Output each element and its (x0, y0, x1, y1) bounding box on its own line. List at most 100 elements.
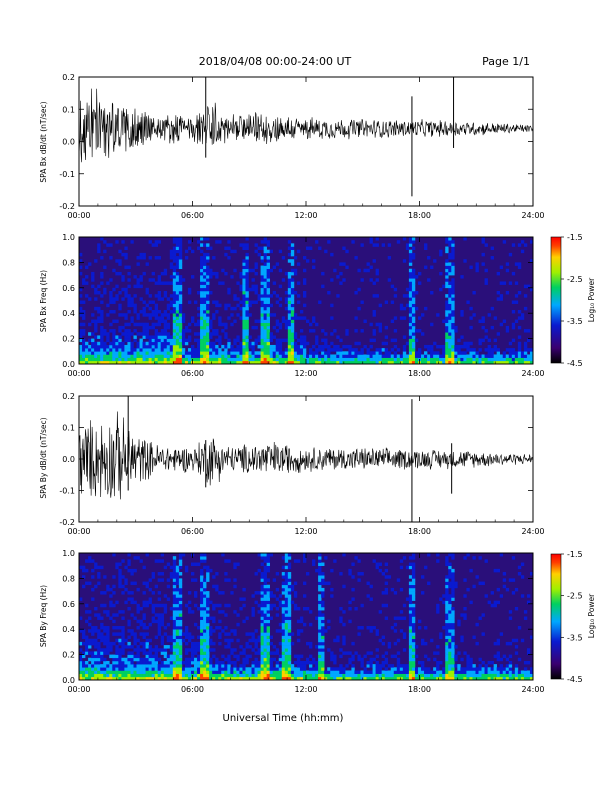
spectrogram-cell (327, 673, 331, 678)
spectrogram-cell (366, 360, 370, 365)
spectrogram-cell (263, 553, 267, 557)
spectrogram-cell (254, 600, 258, 605)
spectrogram-cell (369, 278, 373, 282)
spectrogram-cell (324, 556, 328, 560)
spectrogram-cell (411, 648, 416, 652)
spectrogram-cell (302, 553, 307, 557)
spectrogram-cell (133, 654, 137, 659)
spectrogram-cell (127, 294, 131, 298)
spectrogram-cell (375, 664, 379, 668)
spectrogram-cell (463, 344, 467, 349)
spectrogram-cell (175, 610, 180, 614)
spectrogram-cell (478, 616, 482, 620)
spectrogram-cell (103, 648, 107, 652)
spectrogram-cell (169, 645, 174, 649)
spectrogram-cell (493, 344, 497, 349)
spectrogram-cell (94, 629, 98, 633)
spectrogram-cell (115, 348, 119, 352)
spectrogram-cell (115, 351, 119, 355)
spectrogram-cell (333, 670, 337, 674)
spectrogram-cell (94, 676, 98, 681)
spectrogram-cell (296, 281, 301, 285)
spectrogram-cell (178, 572, 183, 576)
spectrogram-cell (175, 581, 180, 586)
spectrogram-cell (436, 313, 440, 317)
spectrogram-cell (454, 676, 458, 681)
spectrogram-cell (215, 240, 219, 244)
spectrogram-cell (242, 664, 246, 668)
spectrogram-cell (197, 626, 201, 630)
spectrogram-cell (508, 357, 513, 362)
spectrogram-cell (227, 603, 231, 608)
spectrogram-cell (348, 360, 352, 365)
spectrogram-cell (187, 610, 192, 614)
spectrogram-cell (136, 256, 140, 260)
xtick-label: 00:00 (67, 527, 90, 536)
colorbar-ticks-bx: -1.5-2.5-3.5-4.5 (561, 233, 583, 368)
spectrogram-cell (448, 300, 452, 304)
spectrogram-cell (351, 587, 355, 592)
spectrogram-cell (178, 243, 183, 247)
spectrogram-cell (157, 275, 162, 279)
spectrogram-cell (200, 344, 204, 349)
spectrogram-cell (272, 651, 277, 655)
spectrogram-cell (351, 667, 355, 671)
spectrogram-cell (163, 594, 168, 598)
spectrogram-cell (290, 297, 295, 301)
spectrogram-cell (106, 354, 110, 358)
spectrogram-cell (263, 667, 267, 671)
spectrogram-cell (200, 348, 204, 352)
spectrogram-cell (318, 654, 322, 659)
spectrogram-cell (175, 638, 180, 643)
spectrogram-cell (260, 322, 264, 327)
spectrogram-cell (484, 268, 488, 273)
spectrogram-cell (372, 360, 376, 365)
spectrogram-cell (384, 581, 389, 586)
spectrogram-cell (448, 600, 452, 605)
spectrogram-cell (242, 332, 246, 336)
spectrogram-cell (378, 670, 382, 674)
spectrogram-cell (121, 341, 125, 346)
spectrogram-cell (321, 587, 325, 592)
spectrogram-cell (212, 360, 216, 365)
spectrogram-cell (200, 341, 204, 346)
spectrogram-cell (133, 306, 137, 311)
spectrogram-cell (139, 344, 143, 349)
spectrogram-cell (354, 351, 358, 355)
spectrogram-cell (372, 310, 376, 314)
spectrogram-cell (290, 252, 295, 257)
spectrogram-cell (82, 338, 86, 343)
spectrogram-cell (239, 351, 243, 355)
spectrogram-cell (79, 654, 83, 659)
spectrogram-cell (127, 568, 131, 573)
spectrogram-cell (233, 667, 237, 671)
spectrogram-cell (517, 673, 522, 678)
spectrogram-cell (484, 670, 488, 674)
colorbar-tick-label: -3.5 (567, 633, 583, 642)
spectrogram-cell (130, 300, 134, 304)
spectrogram-cell (318, 344, 322, 349)
spectrogram-cell (160, 316, 165, 320)
spectrogram-cell (393, 622, 398, 627)
spectrogram-cell (451, 553, 455, 557)
spectrogram-cell (378, 562, 382, 566)
spectrogram-cell (427, 348, 431, 352)
spectrogram-cell (278, 341, 283, 346)
spectrogram-cell (169, 252, 174, 257)
spectrogram-cell (124, 667, 128, 671)
spectrogram-cell (200, 303, 204, 308)
spectrogram-cell (363, 670, 367, 674)
spectrogram-cell (451, 338, 455, 343)
spectrogram-cell (284, 651, 289, 655)
spectrogram-cell (94, 335, 98, 339)
spectrogram-cell (85, 648, 89, 652)
spectrogram-cell (197, 313, 201, 317)
spectrogram-cell (402, 670, 407, 674)
spectrogram-cell (296, 348, 301, 352)
spectrogram-cell (517, 360, 522, 365)
spectrogram-cell (245, 360, 249, 365)
spectrogram-cell (472, 354, 476, 358)
spectrogram-cell (260, 572, 264, 576)
spectrogram-cell (230, 360, 234, 365)
spectrogram-cell (215, 664, 219, 668)
